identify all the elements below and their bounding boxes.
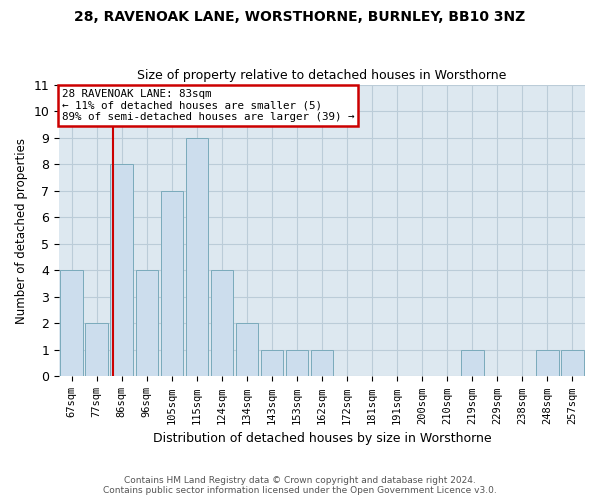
Bar [211,270,233,376]
Bar [461,350,484,376]
Bar [85,324,108,376]
Text: 28 RAVENOAK LANE: 83sqm
← 11% of detached houses are smaller (5)
89% of semi-det: 28 RAVENOAK LANE: 83sqm ← 11% of detache… [62,89,354,122]
Text: Contains HM Land Registry data © Crown copyright and database right 2024.
Contai: Contains HM Land Registry data © Crown c… [103,476,497,495]
Text: 28, RAVENOAK LANE, WORSTHORNE, BURNLEY, BB10 3NZ: 28, RAVENOAK LANE, WORSTHORNE, BURNLEY, … [74,10,526,24]
Bar [161,190,183,376]
Bar [136,270,158,376]
Bar [61,270,83,376]
Bar [236,324,258,376]
Y-axis label: Number of detached properties: Number of detached properties [15,138,28,324]
Bar [286,350,308,376]
Bar [311,350,334,376]
X-axis label: Distribution of detached houses by size in Worsthorne: Distribution of detached houses by size … [153,432,491,445]
Bar [561,350,584,376]
Title: Size of property relative to detached houses in Worsthorne: Size of property relative to detached ho… [137,69,507,82]
Bar [261,350,283,376]
Bar [185,138,208,376]
Bar [110,164,133,376]
Bar [536,350,559,376]
